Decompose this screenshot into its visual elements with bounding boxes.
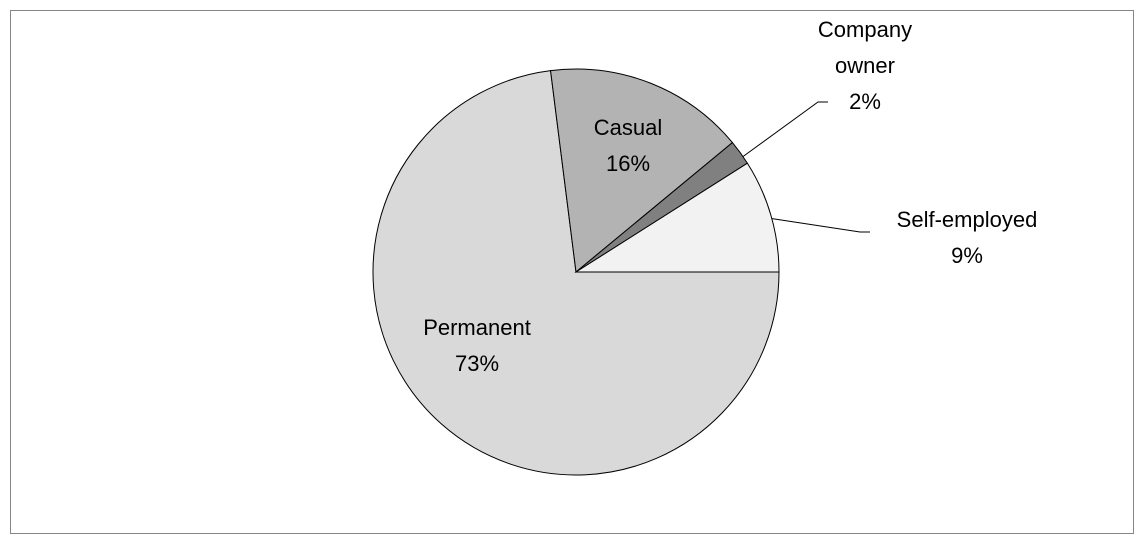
pie-slice: [372, 70, 780, 476]
category-label: Company owner: [817, 17, 913, 78]
leader-line: [767, 217, 870, 233]
category-label: Permanent: [423, 315, 531, 340]
value-label: 9%: [951, 243, 983, 268]
value-label: 73%: [454, 351, 500, 376]
slice-label: Self-employed 9%: [857, 202, 1077, 274]
category-label: Casual: [593, 115, 663, 140]
slice-label: Company owner 2%: [810, 12, 920, 120]
pie-slice: [549, 68, 734, 273]
leader-line: [740, 101, 828, 159]
slice-label: Permanent 73%: [377, 310, 577, 382]
value-label: 16%: [605, 151, 651, 176]
pie-slice: [574, 162, 780, 273]
category-label: Self-employed: [896, 207, 1038, 232]
slice-label: Casual 16%: [528, 110, 728, 182]
value-label: 2%: [849, 89, 881, 114]
